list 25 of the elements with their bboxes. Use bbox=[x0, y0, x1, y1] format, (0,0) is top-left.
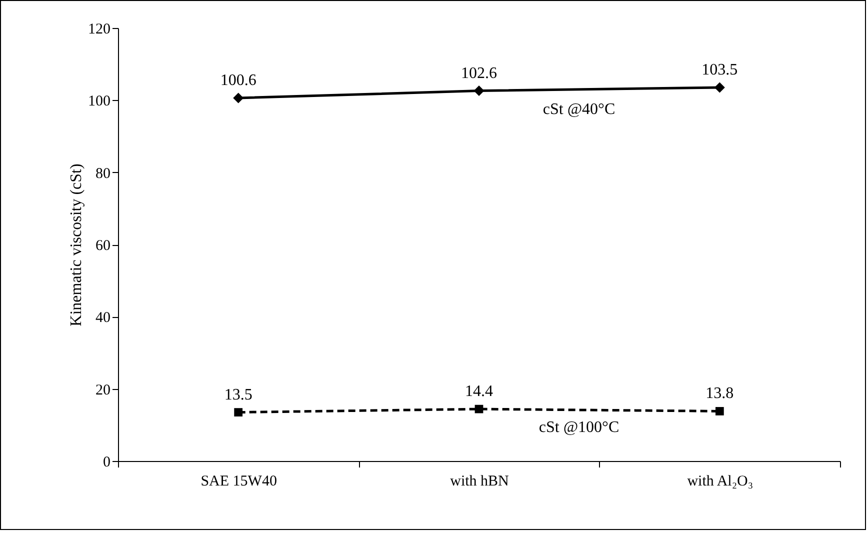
data-label: 13.8 bbox=[706, 385, 734, 402]
x-tick-label: SAE 15W40 bbox=[200, 474, 277, 490]
data-label: 100.6 bbox=[220, 72, 256, 89]
data-label: 103.5 bbox=[702, 62, 738, 79]
point bbox=[715, 407, 724, 416]
series-label: cSt @100°C bbox=[538, 419, 620, 436]
y-tick-label: 0 bbox=[103, 454, 110, 470]
data-label: 14.4 bbox=[465, 383, 493, 400]
y-tick-label: 80 bbox=[96, 166, 110, 182]
x-tick-label: with Al₂O₃ bbox=[687, 474, 754, 490]
point bbox=[714, 82, 725, 93]
series-label: cSt @40°C bbox=[542, 100, 616, 118]
y-tick-label: 20 bbox=[96, 382, 110, 398]
y-tick-label: 120 bbox=[88, 22, 110, 38]
x-tick-label: with hBN bbox=[450, 474, 510, 490]
data-label: 102.6 bbox=[461, 64, 497, 82]
data-label: 13.5 bbox=[224, 386, 252, 404]
y-tick-label: 40 bbox=[96, 310, 110, 326]
point bbox=[474, 404, 484, 414]
point bbox=[474, 86, 484, 96]
point bbox=[233, 92, 244, 104]
y-axis-title: Kinematic viscosity (cSt) bbox=[68, 164, 85, 326]
y-tick-label: 60 bbox=[96, 238, 110, 254]
point bbox=[234, 408, 243, 416]
y-tick-label: 100 bbox=[88, 94, 110, 110]
